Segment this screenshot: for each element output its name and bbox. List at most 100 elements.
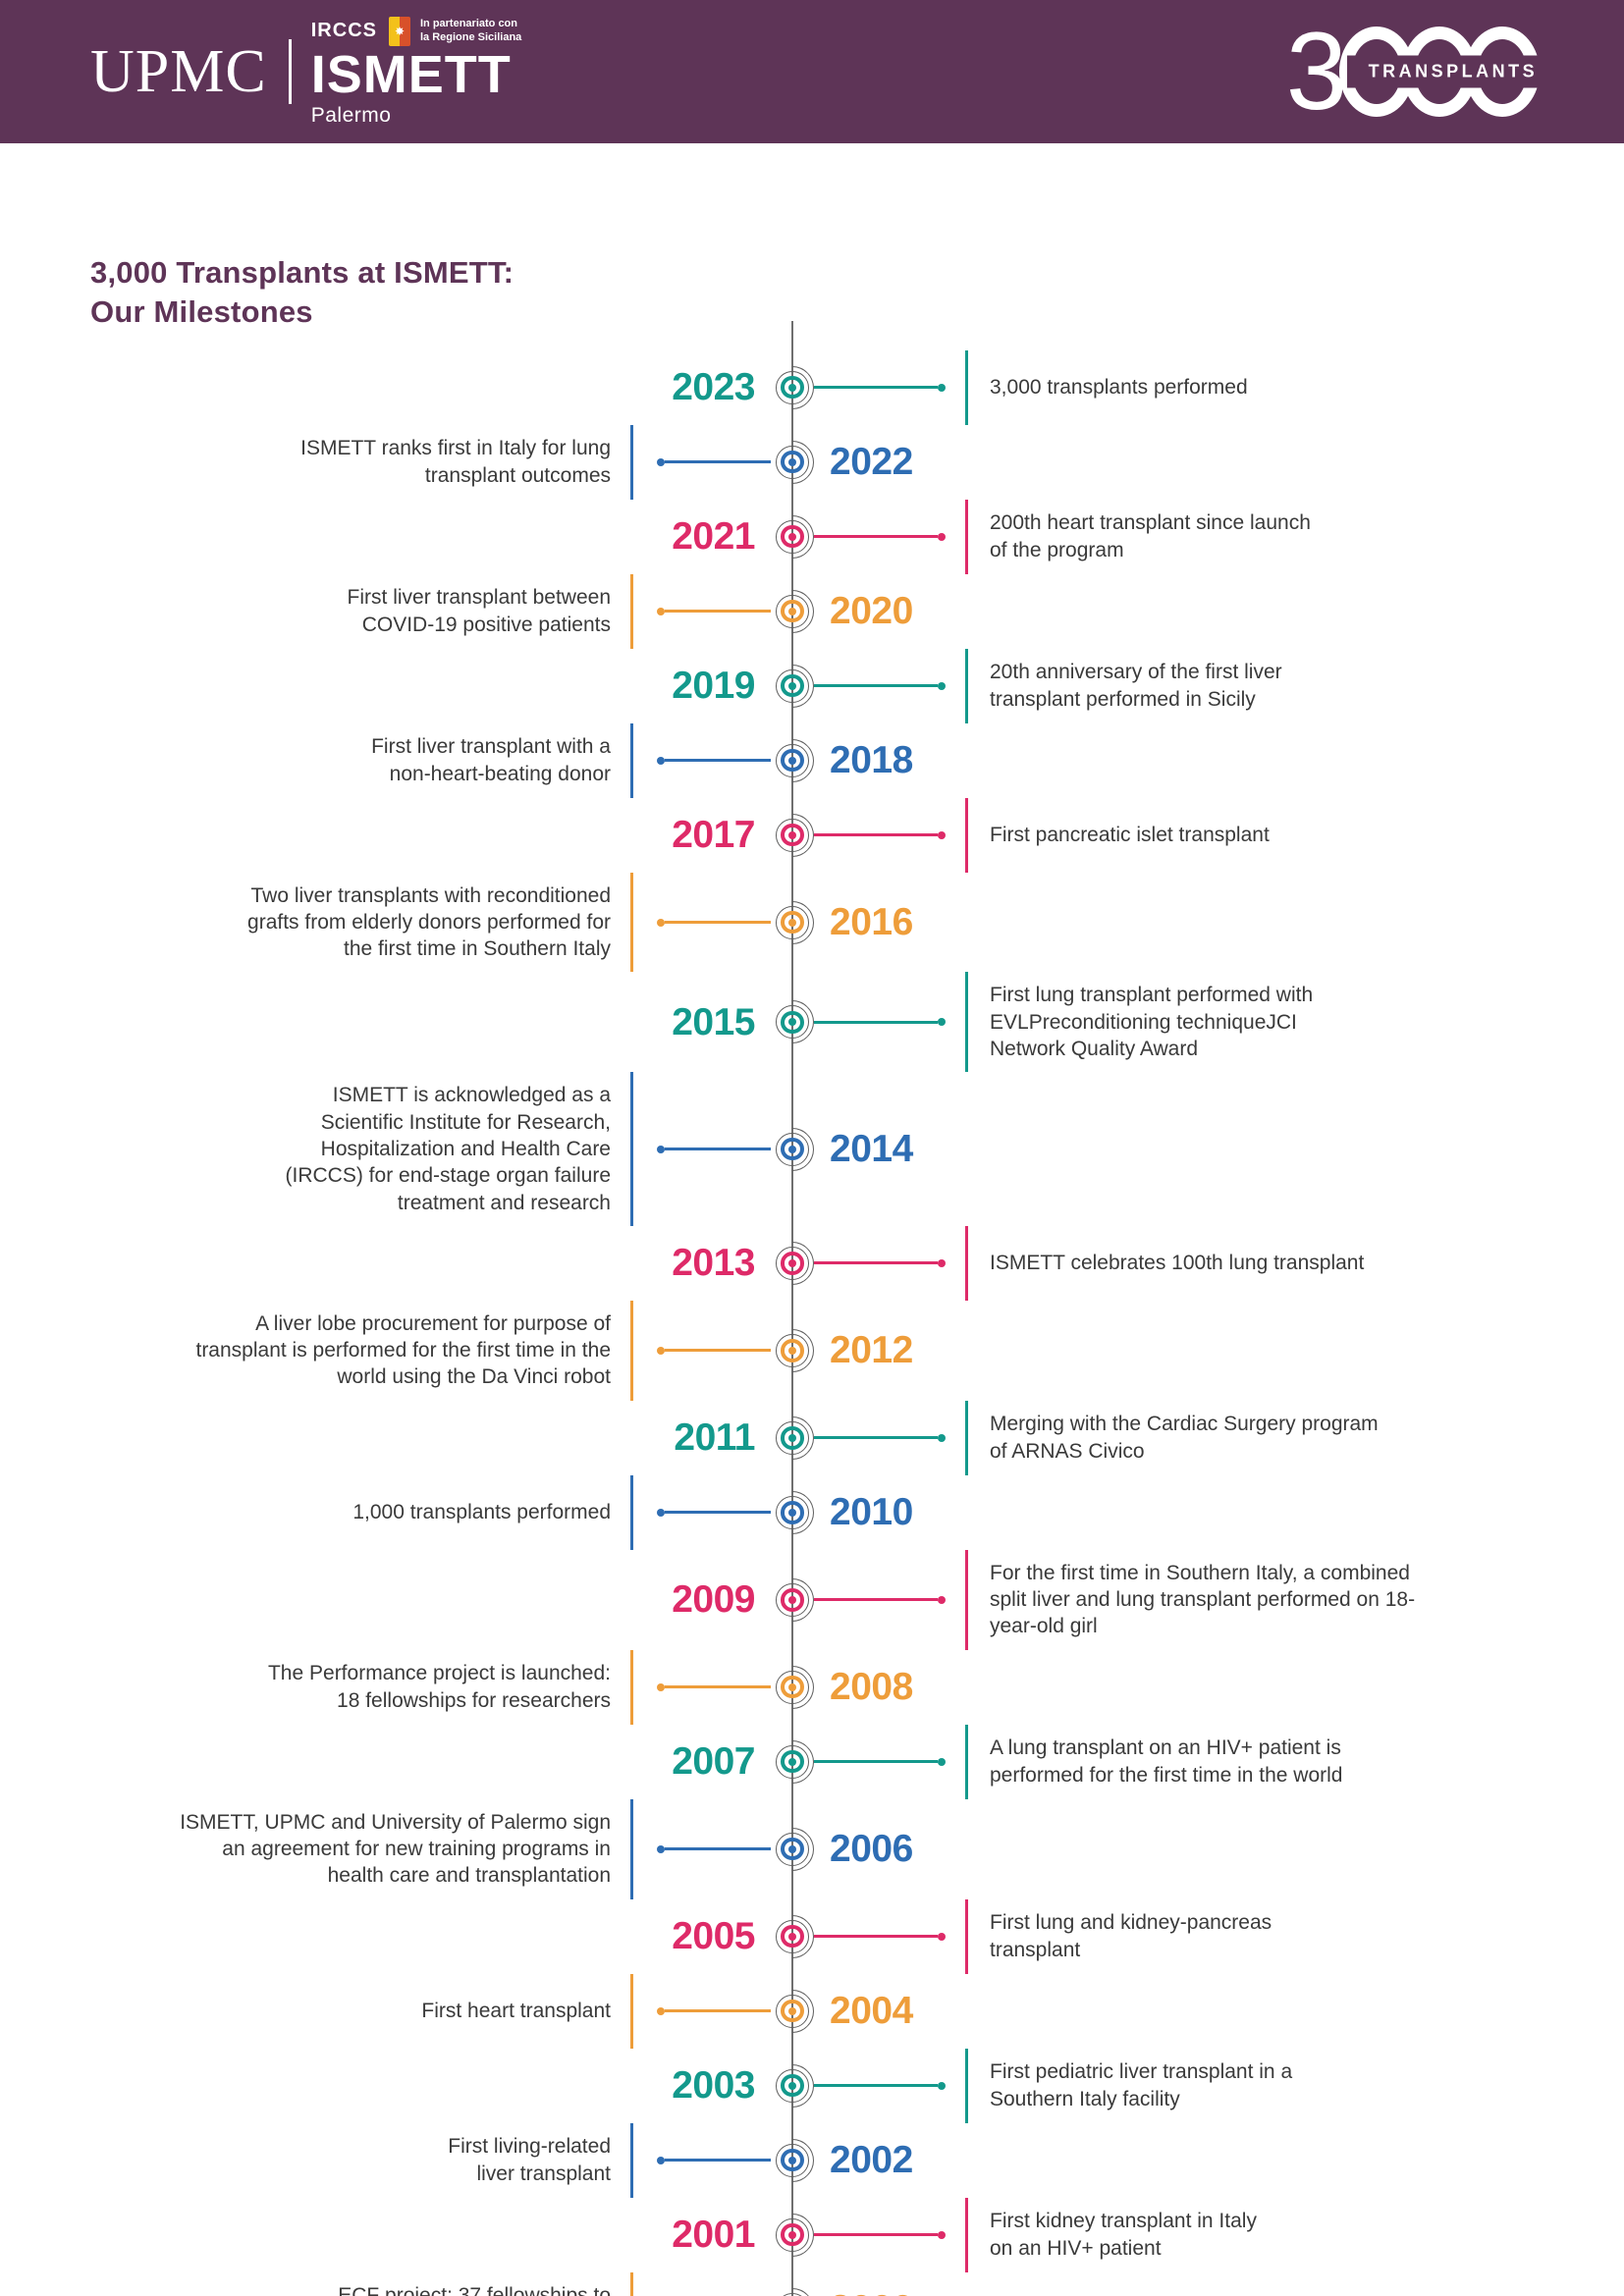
milestone-node-icon — [761, 2278, 824, 2296]
timeline-row-2020: First liver transplant between COVID-19 … — [0, 573, 1624, 649]
divider-bar — [965, 1898, 968, 1974]
logo-divider — [288, 39, 292, 104]
year-label: 2020 — [830, 590, 913, 633]
year-label: 2021 — [672, 515, 755, 559]
connector-dot — [657, 1682, 665, 1691]
timeline-row-2002: First living-related liver transplant 20… — [0, 2122, 1624, 2198]
connector-dot — [938, 1433, 946, 1442]
row-left-area: First heart transplant — [0, 1973, 771, 2049]
row-right-area: First kidney transplant in Italy on an H… — [814, 2197, 1624, 2272]
header-band: UPMC IRCCS ✸ In partenariato con la Regi… — [0, 0, 1624, 143]
connector-dot — [657, 1346, 665, 1355]
divider-bar — [965, 797, 968, 873]
milestone-node-icon — [761, 356, 824, 418]
node-wrap — [761, 574, 824, 649]
connector — [814, 1258, 946, 1267]
timeline-row-2006: ISMETT, UPMC and University of Palermo s… — [0, 1798, 1624, 1899]
row-left-area: ISMETT ranks first in Italy for lung tra… — [0, 424, 771, 500]
milestone-text: 200th heart transplant since launch of t… — [990, 511, 1311, 561]
divider-bar — [630, 1300, 633, 1401]
row-left-area: 2017 — [0, 798, 771, 873]
node-wrap — [761, 723, 824, 798]
row-left-area: A liver lobe procurement for purpose of … — [0, 1300, 771, 1401]
milestone-text: A lung transplant on an HIV+ patient is … — [990, 1736, 1343, 1787]
milestone-text: ISMETT ranks first in Italy for lung tra… — [300, 437, 611, 487]
node-wrap — [761, 2123, 824, 2198]
divider-bar — [630, 1649, 633, 1725]
timeline-row-2015: 2015 First lung transplant performed wit… — [0, 972, 1624, 1073]
timeline-row-2016: Two liver transplants with reconditioned… — [0, 872, 1624, 973]
milestone-text: For the first time in Southern Italy, a … — [990, 1561, 1416, 1638]
connector — [814, 1595, 946, 1604]
timeline-row-2009: 2009 For the first time in Southern Ital… — [0, 1549, 1624, 1650]
year-label: 2014 — [830, 1128, 913, 1171]
milestone-node-icon — [761, 506, 824, 567]
row-left-area: 2005 — [0, 1899, 771, 1974]
row-left-area: First living-related liver transplant — [0, 2122, 771, 2198]
milestone-text: First heart transplant — [421, 1999, 611, 2022]
node-wrap — [761, 1072, 824, 1225]
node-wrap — [761, 1974, 824, 2049]
milestone-text: 3,000 transplants performed — [990, 375, 1248, 399]
node-wrap — [761, 500, 824, 574]
year-label: 2006 — [830, 1828, 913, 1871]
milestone-node-icon — [761, 729, 824, 791]
divider-bar — [630, 2122, 633, 2198]
row-right-area: 2014 — [814, 1072, 1624, 1225]
connector — [814, 1433, 946, 1442]
timeline-row-2011: 2011 Merging with the Cardiac Surgery pr… — [0, 1400, 1624, 1475]
node-wrap — [761, 1899, 824, 1974]
timeline-row-2023: 2023 3,000 transplants performed — [0, 349, 1624, 425]
connector-dot — [938, 1258, 946, 1267]
year-label: 2002 — [830, 2139, 913, 2182]
milestone-text: ISMETT is acknowledged as a Scientific I… — [285, 1084, 611, 1214]
timeline-row-2013: 2013 ISMETT celebrates 100th lung transp… — [0, 1225, 1624, 1301]
row-left-area: ISMETT is acknowledged as a Scientific I… — [0, 1072, 771, 1226]
divider-bar — [965, 972, 968, 1073]
milestone-text: Merging with the Cardiac Surgery program… — [990, 1413, 1379, 1463]
connector-dot — [657, 1508, 665, 1517]
year-label: 2001 — [672, 2214, 755, 2257]
row-left-area: ECF project: 37 fellowships to train tra… — [0, 2271, 771, 2296]
connector-dot — [657, 457, 665, 466]
milestone-text: First lung and kidney-pancreas transplan… — [990, 1911, 1272, 1961]
row-left-area: 2007 — [0, 1725, 771, 1799]
connector — [814, 1018, 946, 1027]
irccs-label: IRCCS — [310, 20, 377, 41]
badge-digit-3: 3 — [1285, 9, 1347, 133]
ismett-top-row: IRCCS ✸ In partenariato con la Regione S… — [310, 16, 521, 46]
year-label: 2016 — [830, 901, 913, 944]
year-label: 2000 — [830, 2290, 913, 2296]
connector-dot — [657, 1844, 665, 1853]
connector-dot — [657, 2006, 665, 2015]
milestone-node-icon — [761, 1232, 824, 1294]
divider-bar — [630, 872, 633, 973]
row-left-area: The Performance project is launched: 18 … — [0, 1649, 771, 1725]
row-left-area: 2015 — [0, 972, 771, 1072]
milestone-node-icon — [761, 580, 824, 642]
row-right-area: For the first time in Southern Italy, a … — [814, 1549, 1624, 1650]
row-left-area: 2019 — [0, 649, 771, 723]
milestone-text: ISMETT celebrates 100th lung transplant — [990, 1252, 1365, 1275]
divider-bar — [630, 722, 633, 798]
row-left-area: 2021 — [0, 500, 771, 574]
node-wrap — [761, 873, 824, 973]
milestone-text: First lung transplant performed with EVL… — [990, 984, 1314, 1061]
connector — [814, 1757, 946, 1766]
node-wrap — [761, 2049, 824, 2123]
year-label: 2003 — [672, 2064, 755, 2108]
connector — [657, 756, 771, 765]
page-title: 3,000 Transplants at ISMETT: Our Milesto… — [90, 255, 514, 330]
node-wrap — [761, 972, 824, 1072]
connector — [657, 607, 771, 615]
row-right-area: 2022 — [814, 425, 1624, 500]
year-label: 2013 — [672, 1242, 755, 1285]
connector — [814, 1932, 946, 1941]
connector — [814, 383, 946, 392]
divider-bar — [965, 1400, 968, 1475]
year-label: 2004 — [830, 1990, 913, 2033]
milestone-node-icon — [761, 2055, 824, 2116]
badge-3000-transplants: 3 TRANSPLANTS — [1285, 9, 1549, 133]
divider-bar — [965, 499, 968, 574]
